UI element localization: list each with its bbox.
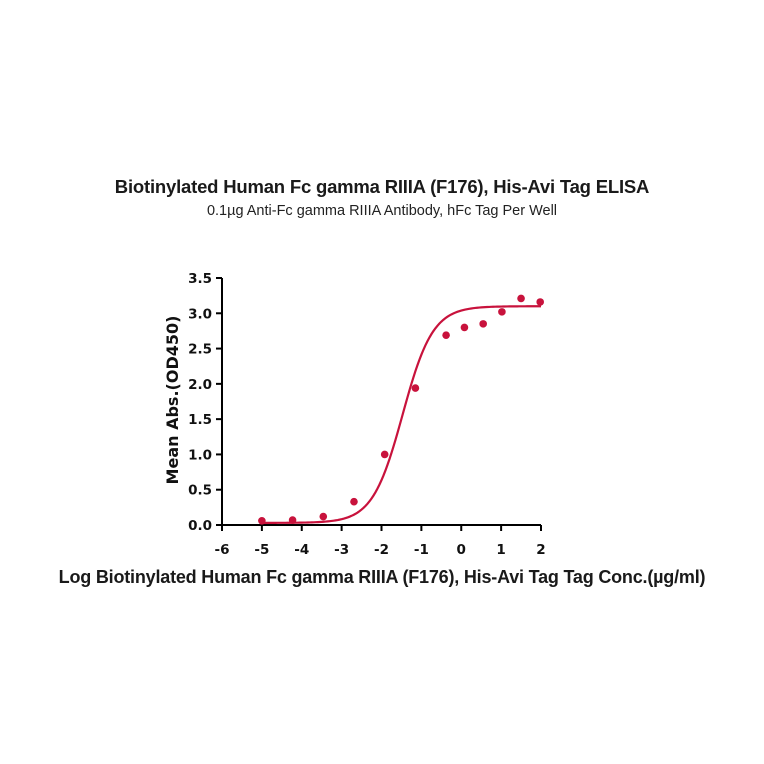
y-tick-label: 1.0 (188, 447, 212, 463)
data-point (460, 323, 469, 332)
data-point (517, 294, 525, 303)
y-tick-label: 3.0 (188, 306, 212, 322)
y-axis-label: Mean Abs.(OD450) (163, 316, 182, 485)
y-tick-label: 2.5 (188, 342, 212, 358)
fit-curve (261, 305, 541, 524)
chart-subtitle: 0.1µg Anti-Fc gamma RIIIA Antibody, hFc … (206, 203, 558, 219)
y-tick-label: 3.5 (188, 271, 212, 287)
data-points (258, 294, 545, 525)
chart-title: Biotinylated Human Fc gamma RIIIA (F176)… (114, 176, 650, 197)
x-tick-label: -4 (294, 542, 309, 558)
y-tick-label: 0.0 (188, 518, 212, 534)
x-tick-label: -5 (254, 542, 269, 558)
data-point (411, 384, 420, 392)
x-tick-label: -2 (374, 542, 389, 558)
y-axis: 0.0 0.5 1.0 1.5 2.0 2.5 3.0 3.5 (188, 271, 223, 534)
x-tick-label: 2 (536, 542, 545, 558)
x-tick-label: 0 (457, 542, 466, 558)
x-tick-label: -1 (414, 542, 429, 558)
data-point (380, 450, 389, 459)
x-axis: -6 -5 -4 -3 -2 -1 0 1 2 (215, 524, 546, 558)
data-point (536, 298, 545, 306)
data-point (288, 516, 297, 524)
x-axis-label: Log Biotinylated Human Fc gamma RIIIA (F… (58, 567, 706, 587)
y-tick-label: 1.5 (188, 412, 212, 428)
x-tick-label: -6 (215, 542, 230, 558)
x-tick-label: -3 (334, 542, 349, 558)
data-point (498, 308, 506, 316)
data-point (258, 516, 266, 525)
data-point (350, 497, 358, 506)
data-point (319, 512, 328, 521)
y-tick-label: 0.5 (188, 483, 212, 499)
data-point (442, 331, 450, 339)
y-tick-label: 2.0 (188, 377, 212, 393)
data-point (479, 320, 487, 328)
x-tick-label: 1 (496, 542, 505, 558)
